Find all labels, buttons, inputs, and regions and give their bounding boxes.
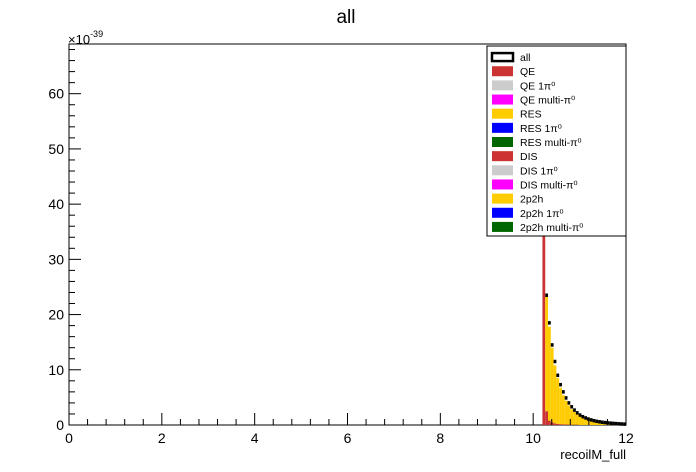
legend-label: RES 1π⁰ xyxy=(520,123,563,135)
legend-label: QE multi-π⁰ xyxy=(520,95,576,107)
bar-res xyxy=(561,395,565,425)
bar-res xyxy=(559,387,562,425)
bar-qe xyxy=(545,411,549,425)
legend-label: all xyxy=(520,52,531,64)
x-tick-label: 10 xyxy=(525,430,541,446)
y-tick-label: 60 xyxy=(48,86,64,102)
y-tick-label: 40 xyxy=(48,196,64,212)
legend-swatch xyxy=(492,137,513,147)
legend-swatch xyxy=(492,207,513,218)
bar-res xyxy=(556,378,560,424)
y-tick-label: 50 xyxy=(48,141,64,157)
bar-res xyxy=(573,412,576,425)
y-exponent: ×10-39 xyxy=(68,29,103,47)
legend-swatch xyxy=(492,165,513,176)
legend-swatch xyxy=(492,66,513,77)
bar-res xyxy=(578,416,582,425)
legend-label: QE xyxy=(520,66,535,78)
x-tick-label: 8 xyxy=(436,430,444,446)
y-tick-label: 20 xyxy=(48,307,64,323)
bar-qe xyxy=(553,423,557,425)
bar-res xyxy=(570,409,574,425)
bar-res xyxy=(553,365,557,424)
y-axis: 0 10 20 30 40 50 60 xyxy=(48,49,81,433)
y-tick-label: 0 xyxy=(56,417,64,433)
legend-label: RES multi-π⁰ xyxy=(520,137,582,149)
legend-swatch xyxy=(492,80,513,91)
bar-qe xyxy=(564,424,568,425)
legend-label: DIS multi-π⁰ xyxy=(520,179,578,191)
x-tick-label: 6 xyxy=(344,430,352,446)
legend-swatch xyxy=(492,94,513,105)
bar-res xyxy=(589,420,593,425)
bar-res xyxy=(567,405,571,425)
x-tick-label: 0 xyxy=(65,430,73,446)
bar-res xyxy=(592,421,596,425)
legend-swatch xyxy=(490,51,515,63)
legend-swatch xyxy=(492,221,513,232)
legend-swatch xyxy=(492,151,513,162)
bar-qe xyxy=(542,55,546,425)
bar-res xyxy=(575,414,579,425)
x-tick-label: 4 xyxy=(251,430,259,446)
legend-label: DIS xyxy=(520,151,538,163)
bar-res xyxy=(595,421,599,425)
y-tick-label: 30 xyxy=(48,251,64,267)
legend-label: 2p2h 1π⁰ xyxy=(520,208,564,220)
chart-title: all xyxy=(336,7,355,28)
bar-res xyxy=(581,417,585,425)
legend-swatch xyxy=(492,108,513,119)
legend: all QE QE 1π⁰ QE multi-π⁰ RES RES 1π⁰ RES mult… xyxy=(486,45,627,237)
legend-label: 2p2h xyxy=(520,194,544,206)
bar-res xyxy=(545,295,549,412)
bar-res xyxy=(550,347,554,423)
bar-qe xyxy=(561,424,565,425)
x-tick-label: 2 xyxy=(158,430,166,446)
legend-label: DIS 1π⁰ xyxy=(520,165,559,177)
bar-res xyxy=(584,418,588,425)
x-tick-label: 12 xyxy=(618,430,634,446)
x-axis-label: recoilM_full xyxy=(560,447,626,462)
bar-qe xyxy=(548,420,551,425)
bar-qe xyxy=(559,424,562,425)
y-tick-label: 10 xyxy=(48,362,64,378)
x-axis: 0 2 4 6 8 10 12 xyxy=(65,413,634,446)
legend-swatch xyxy=(492,122,513,133)
bar-res xyxy=(548,326,551,421)
legend-swatch xyxy=(492,179,513,190)
legend-label: QE 1π⁰ xyxy=(520,80,556,92)
legend-label: RES xyxy=(520,109,542,121)
legend-swatch xyxy=(492,193,513,204)
bar-qe xyxy=(556,423,560,425)
legend-label: 2p2h multi-π⁰ xyxy=(520,222,584,234)
bar-res xyxy=(564,400,568,425)
